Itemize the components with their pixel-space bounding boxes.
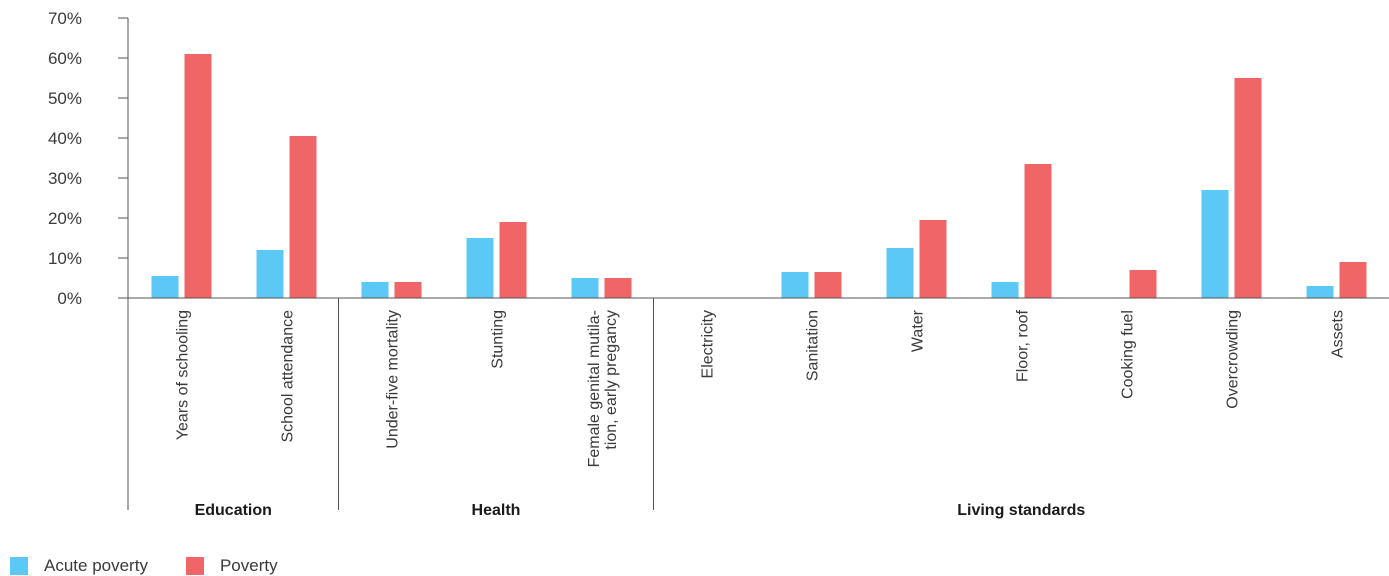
bar-acute-poverty-years-of-schooling: [151, 276, 179, 298]
category-label: Female genital mutila-tion, early pregan…: [586, 310, 620, 467]
category-label: Sanitation: [805, 310, 822, 381]
legend-label-acute-poverty: Acute poverty: [44, 556, 148, 575]
bar-acute-poverty-stunting: [466, 238, 494, 298]
group-label-education: Education: [195, 502, 272, 519]
legend-item-acute-poverty: Acute poverty: [10, 556, 148, 576]
y-tick-label: 50%: [48, 89, 82, 108]
legend-swatch-poverty: [185, 557, 204, 575]
category-label-line: Under-five mortality: [385, 310, 402, 449]
bar-poverty-floor-roof: [1024, 164, 1052, 298]
category-label-line: Electricity: [700, 310, 717, 378]
group-label-health: Health: [472, 502, 521, 519]
bar-poverty-water: [919, 220, 947, 298]
y-tick-label: 10%: [48, 249, 82, 268]
bars: [151, 54, 1367, 298]
category-label: Years of schooling: [175, 310, 192, 440]
category-label: Floor, roof: [1015, 309, 1032, 382]
bar-acute-poverty-floor-roof: [991, 282, 1019, 298]
category-label: Assets: [1330, 310, 1347, 358]
category-label-line: Assets: [1330, 310, 1347, 358]
category-label-line: Overcrowding: [1225, 310, 1242, 409]
bar-acute-poverty-overcrowding: [1201, 190, 1229, 298]
category-label-line: School attendance: [280, 310, 297, 443]
bar-acute-poverty-assets: [1306, 286, 1334, 298]
bar-poverty-assets: [1339, 262, 1367, 298]
y-tick-label: 0%: [57, 289, 82, 308]
bar-poverty-female-genital-mutila: [604, 278, 632, 298]
bar-acute-poverty-water: [886, 248, 914, 298]
bar-acute-poverty-sanitation: [781, 272, 809, 298]
category-label-line: Cooking fuel: [1120, 310, 1137, 399]
category-label-line: Female genital mutila-: [586, 310, 603, 467]
category-label: Stunting: [490, 310, 507, 369]
legend-label-poverty: Poverty: [219, 556, 278, 575]
bar-chart: 0% 10% 20% 30% 40% 50% 60% 70% Years of schooli…: [48, 9, 1389, 519]
y-tick-label: 40%: [48, 129, 82, 148]
y-tick-label: 70%: [48, 9, 82, 28]
y-tick-label: 60%: [48, 49, 82, 68]
bar-acute-poverty-school-attendance: [256, 250, 284, 298]
category-label: Cooking fuel: [1120, 310, 1137, 399]
y-axis: 0% 10% 20% 30% 40% 50% 60% 70%: [48, 9, 129, 308]
y-tick-label: 30%: [48, 169, 82, 188]
category-label-line: Floor, roof: [1015, 309, 1032, 382]
category-label-line: Sanitation: [805, 310, 822, 381]
category-label-line: Stunting: [490, 310, 507, 369]
category-label-line: tion, early pregancy: [603, 310, 620, 450]
bar-poverty-cooking-fuel: [1129, 270, 1157, 298]
legend-swatch-acute-poverty: [10, 557, 28, 575]
category-label: Overcrowding: [1225, 310, 1242, 409]
bar-poverty-overcrowding: [1234, 78, 1262, 298]
legend-item-poverty: Poverty: [185, 556, 278, 576]
bar-poverty-stunting: [499, 222, 527, 298]
category-label: Under-five mortality: [385, 310, 402, 449]
legend: Acute poverty Poverty: [10, 556, 316, 576]
y-tick-label: 20%: [48, 209, 82, 228]
bar-poverty-under-five-mortality: [394, 282, 422, 298]
bar-acute-poverty-female-genital-mutila: [571, 278, 599, 298]
group-label-living-standards: Living standards: [957, 502, 1085, 519]
category-groups: Education Health Living standards: [127, 298, 1085, 519]
category-label: Water: [910, 309, 927, 352]
category-label-line: Water: [910, 309, 927, 352]
bar-poverty-school-attendance: [289, 136, 317, 298]
bar-poverty-years-of-schooling: [184, 54, 212, 298]
bar-acute-poverty-under-five-mortality: [361, 282, 389, 298]
category-label: Electricity: [700, 310, 717, 378]
x-axis: Years of schooling School attendance Under…: [128, 297, 1389, 467]
bar-poverty-sanitation: [814, 272, 842, 298]
category-label: School attendance: [280, 310, 297, 443]
category-label-line: Years of schooling: [175, 310, 192, 440]
